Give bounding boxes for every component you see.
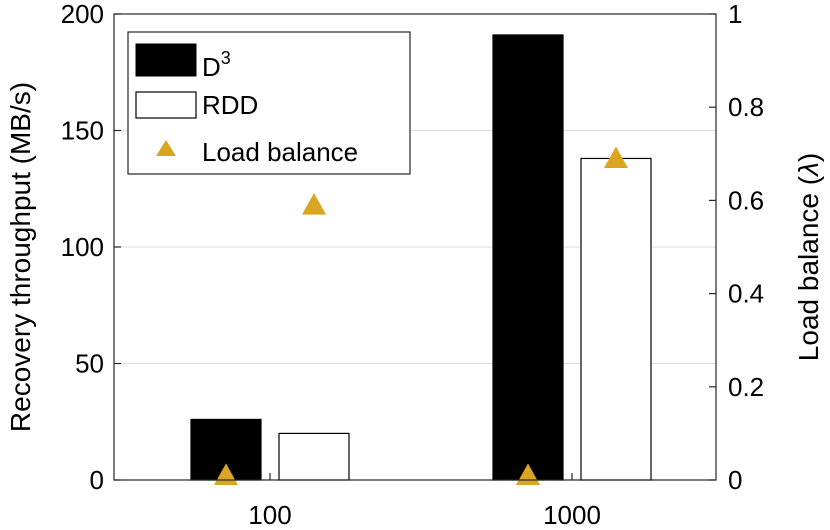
y2-tick-label: 0 — [728, 465, 742, 495]
y-tick-label: 50 — [75, 349, 104, 379]
legend-label-d3-base: D — [202, 52, 221, 82]
axes: 0 50 100 150 200 0 0.2 0.4 0.6 0.8 1 100 1000 — [61, 0, 765, 530]
legend-swatch-rdd — [135, 91, 197, 119]
y-tick-label: 100 — [61, 232, 104, 262]
y2-axis-title: Load balance (λ) — [793, 153, 824, 361]
bar-rdd-1000 — [580, 157, 652, 481]
x-tick-label: 100 — [248, 500, 291, 530]
load-balance-marker — [302, 193, 326, 215]
bar-d3-1000 — [492, 34, 564, 481]
legend-label-d3-sup: 3 — [221, 48, 231, 68]
y-tick-label: 0 — [90, 465, 104, 495]
y-axis-title: Recovery throughput (MB/s) — [5, 82, 36, 432]
bars — [190, 34, 652, 481]
y-tick-label: 150 — [61, 116, 104, 146]
legend-marker-load-balance — [156, 140, 176, 156]
legend-swatch-d3 — [135, 43, 197, 77]
y2-tick-label: 1 — [728, 0, 742, 29]
y2-tick-label: 0.8 — [728, 92, 764, 122]
y2-axis-title-suffix: ) — [793, 153, 824, 162]
y2-axis-title-prefix: Load balance ( — [793, 175, 824, 361]
y2-tick-label: 0.4 — [728, 279, 764, 309]
x-tick-label: 1000 — [543, 500, 601, 530]
legend-label-rdd: RDD — [202, 90, 258, 120]
y2-axis-title-symbol: λ — [793, 162, 824, 178]
load-balance-marker — [604, 146, 628, 169]
y2-tick-label: 0.6 — [728, 185, 764, 215]
bar-rdd-100 — [278, 432, 350, 481]
legend-label-load-balance: Load balance — [202, 137, 358, 167]
legend-label-d3: D3 — [202, 48, 231, 82]
load-balance-markers — [214, 146, 628, 485]
y2-tick-label: 0.2 — [728, 372, 764, 402]
legend: D3 RDD Load balance — [127, 31, 411, 175]
y-tick-label: 200 — [61, 0, 104, 29]
